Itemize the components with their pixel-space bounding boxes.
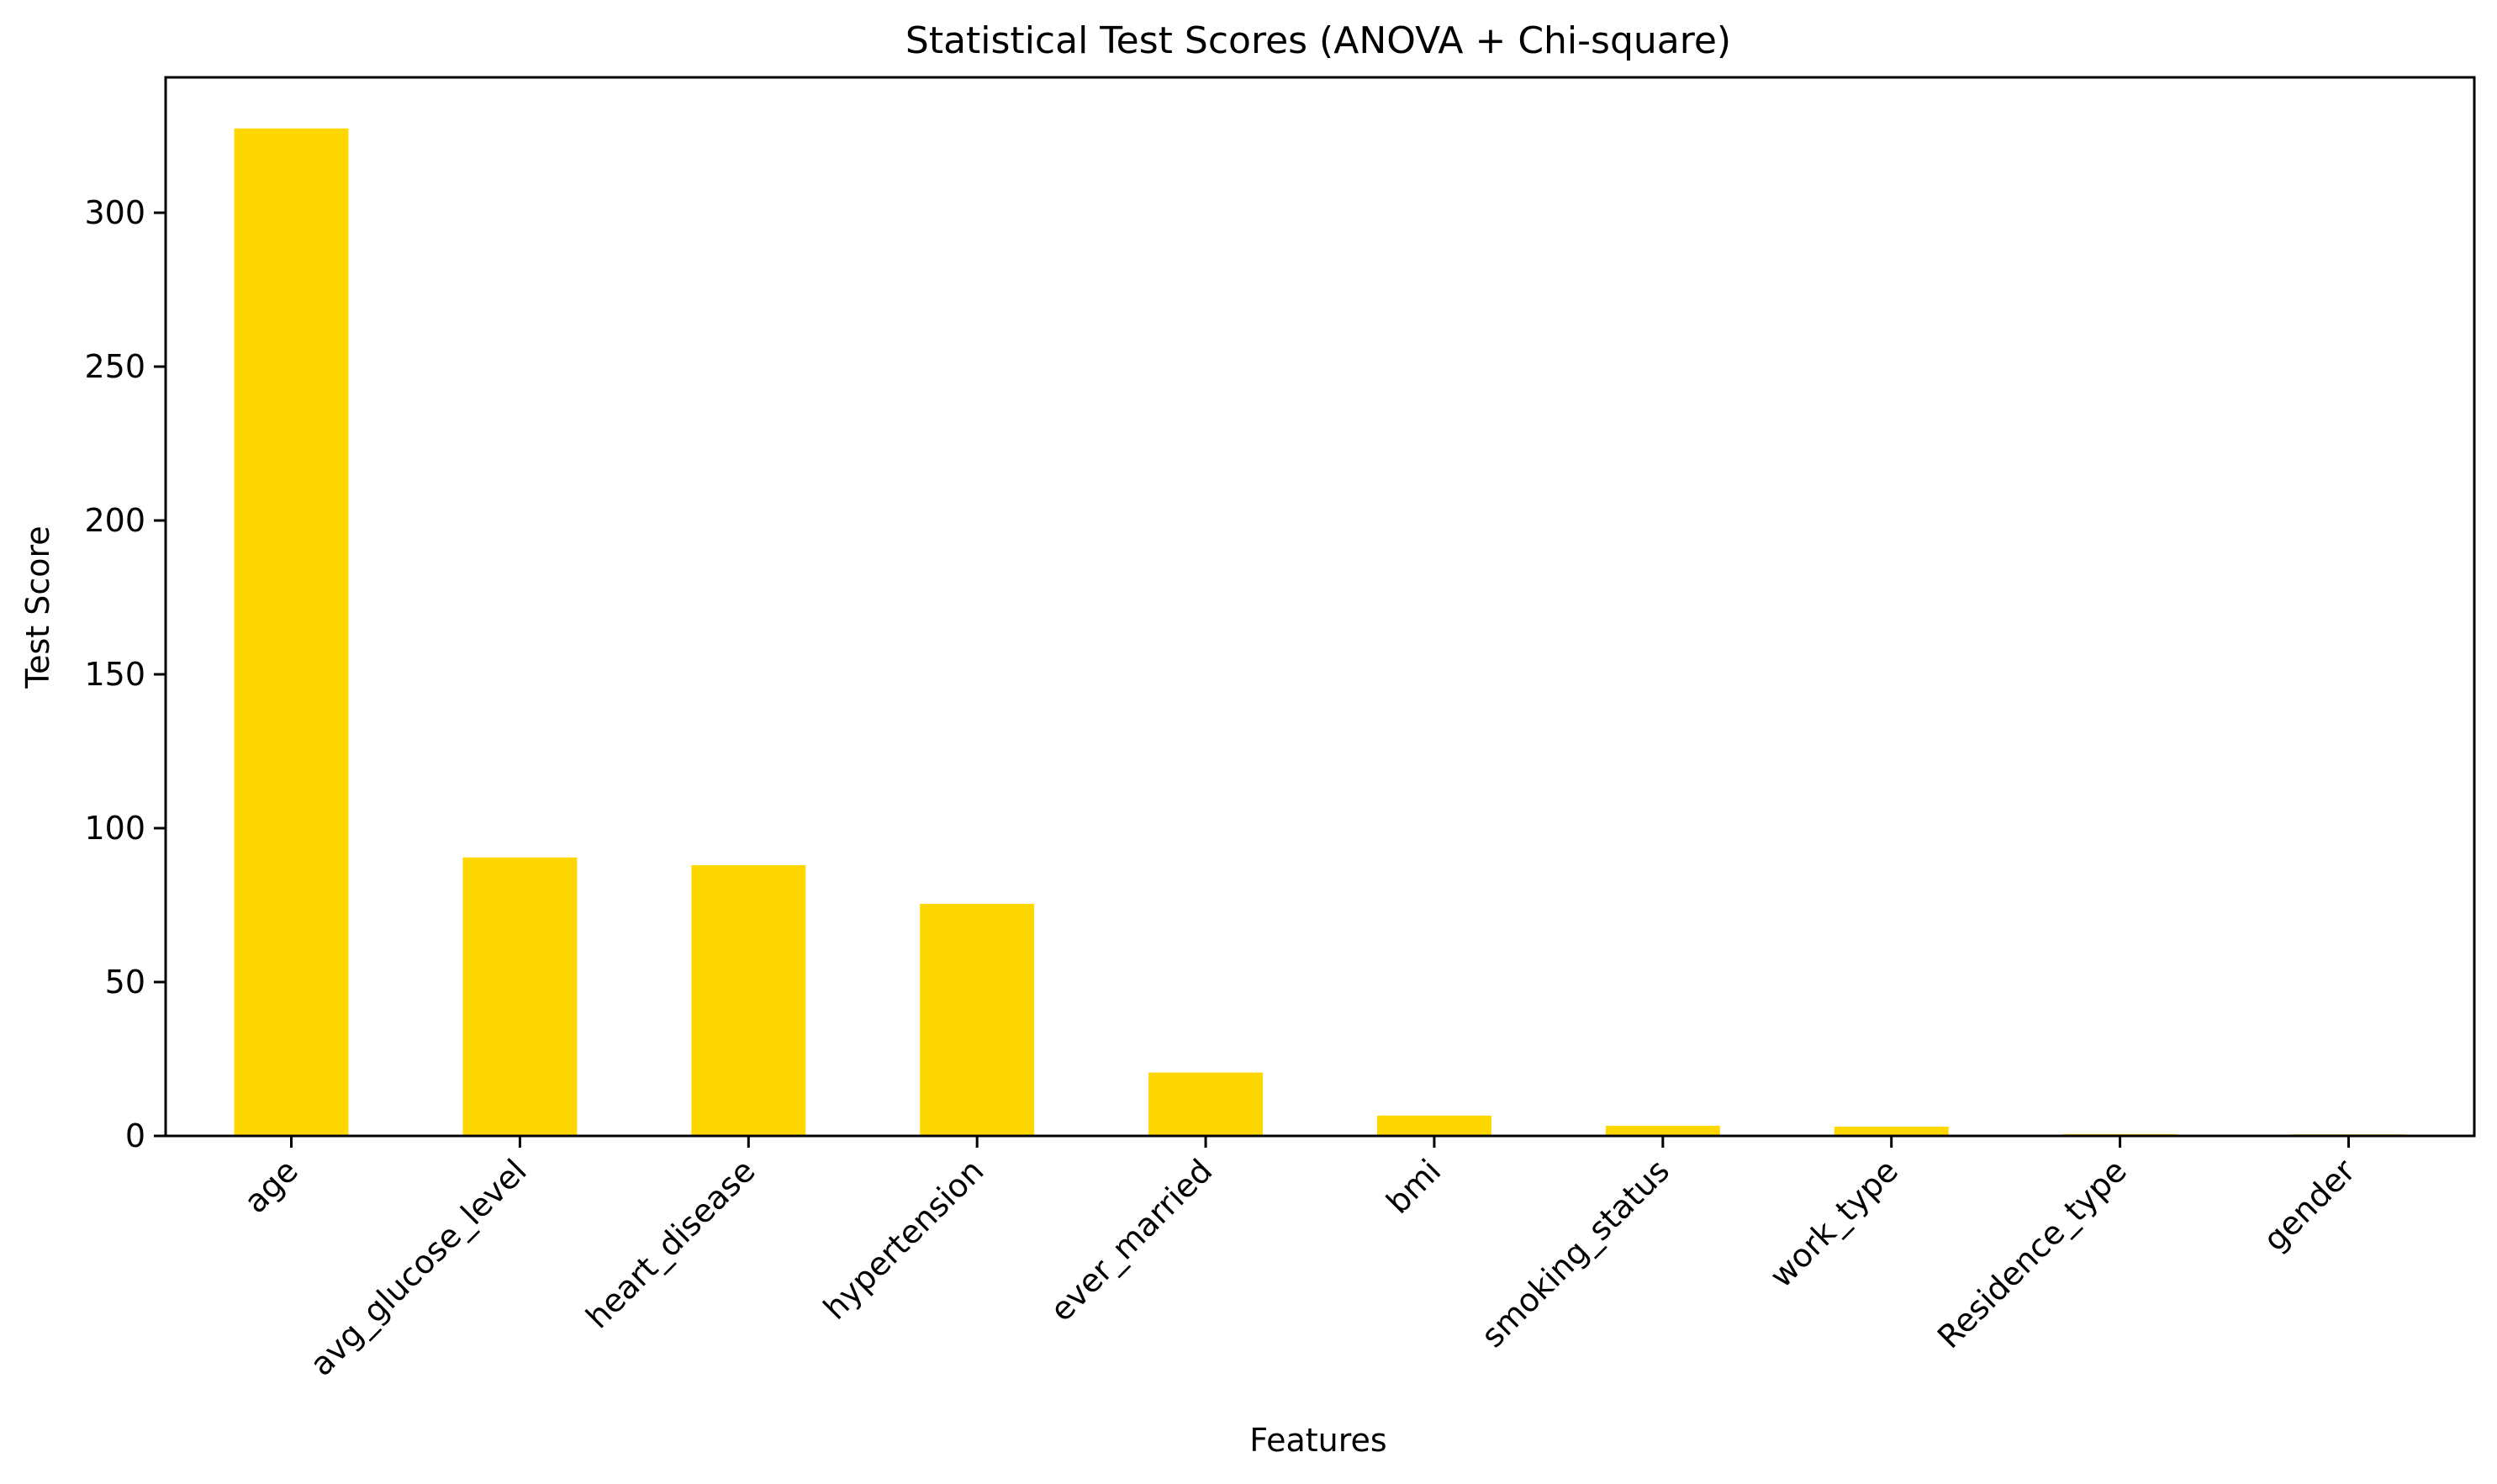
bar-work_type bbox=[1834, 1127, 1949, 1136]
x-tick-label: work_type bbox=[1762, 1152, 1905, 1295]
y-axis-title: Test Score bbox=[19, 525, 56, 689]
x-tick-label: ever_married bbox=[1043, 1152, 1220, 1328]
x-axis-title: Features bbox=[1249, 1422, 1386, 1459]
y-tick-label: 0 bbox=[125, 1117, 145, 1154]
bar-heart_disease bbox=[691, 864, 806, 1136]
x-tick-label: bmi bbox=[1379, 1152, 1448, 1221]
y-tick-label: 200 bbox=[84, 502, 145, 539]
bar-bmi bbox=[1376, 1115, 1491, 1136]
y-tick-label: 100 bbox=[84, 810, 145, 847]
axes-frame bbox=[164, 76, 2476, 1138]
x-tick-label: Residence_type bbox=[1930, 1152, 2134, 1355]
chart-title: Statistical Test Scores (ANOVA + Chi-squ… bbox=[905, 19, 1731, 62]
x-tick-label: heart_disease bbox=[578, 1152, 762, 1335]
bar-age bbox=[234, 128, 349, 1136]
bar-avg_glucose_level bbox=[462, 857, 578, 1136]
x-tick-label: smoking_status bbox=[1474, 1152, 1676, 1355]
y-tick-label: 250 bbox=[84, 348, 145, 385]
bar-smoking_status bbox=[1605, 1125, 1720, 1136]
y-tick-label: 50 bbox=[105, 964, 145, 1001]
x-tick-label: gender bbox=[2256, 1152, 2362, 1259]
y-tick-label: 150 bbox=[84, 656, 145, 693]
bars-layer bbox=[234, 128, 2406, 1136]
bar-ever_married bbox=[1148, 1072, 1264, 1136]
x-tick-label: avg_glucose_level bbox=[303, 1152, 534, 1383]
x-tick-label: age bbox=[237, 1152, 305, 1220]
x-tick-label: hypertension bbox=[816, 1152, 991, 1327]
y-axis: 0 50 100 150 200 250 300 bbox=[84, 194, 166, 1154]
bar-hypertension bbox=[920, 904, 1035, 1136]
y-tick-label: 300 bbox=[84, 194, 145, 231]
